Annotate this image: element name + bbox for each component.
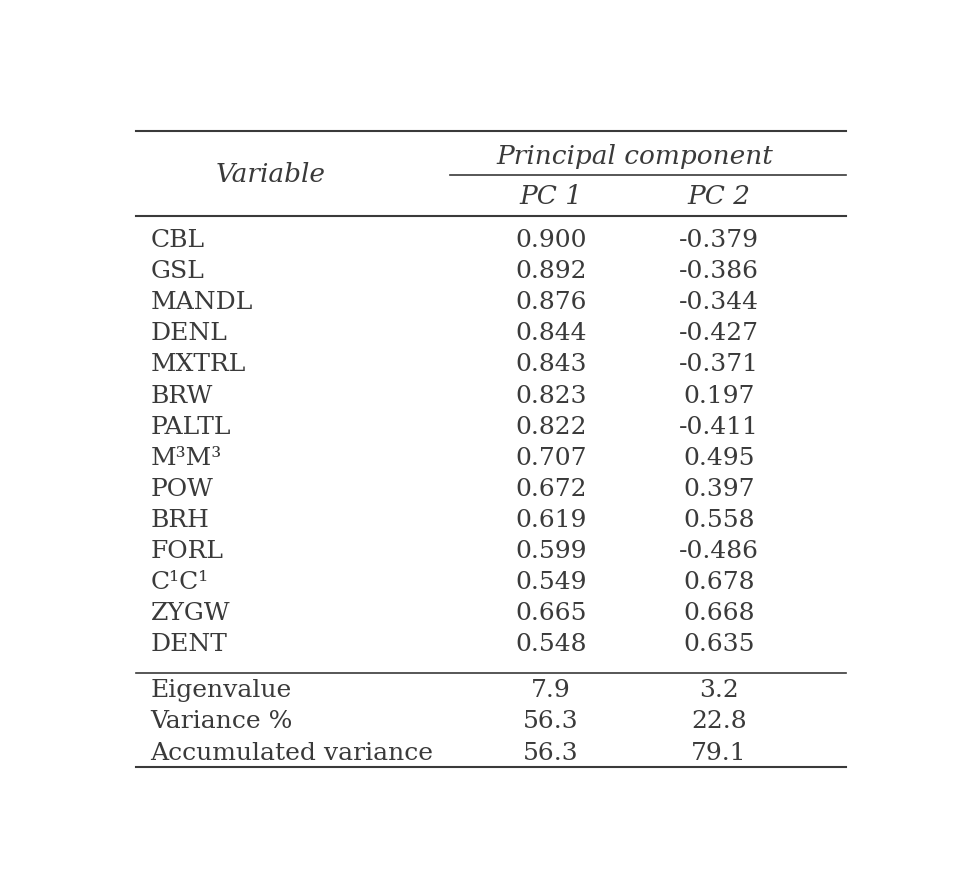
Text: 0.843: 0.843 xyxy=(515,353,587,376)
Text: 0.900: 0.900 xyxy=(515,229,587,252)
Text: GSL: GSL xyxy=(151,260,205,283)
Text: CBL: CBL xyxy=(151,229,205,252)
Text: ZYGW: ZYGW xyxy=(151,602,231,624)
Text: -0.411: -0.411 xyxy=(679,415,758,438)
Text: 22.8: 22.8 xyxy=(691,709,747,732)
Text: 0.635: 0.635 xyxy=(683,632,755,656)
Text: 0.678: 0.678 xyxy=(683,571,755,594)
Text: 0.619: 0.619 xyxy=(515,509,587,531)
Text: 0.397: 0.397 xyxy=(683,477,755,500)
Text: 0.599: 0.599 xyxy=(515,539,587,562)
Text: Variable: Variable xyxy=(215,162,325,187)
Text: -0.486: -0.486 xyxy=(679,539,758,562)
Text: 0.495: 0.495 xyxy=(683,446,755,469)
Text: -0.344: -0.344 xyxy=(679,291,758,314)
Text: 0.668: 0.668 xyxy=(683,602,755,624)
Text: DENT: DENT xyxy=(151,632,228,656)
Text: 0.892: 0.892 xyxy=(515,260,587,283)
Text: MANDL: MANDL xyxy=(151,291,253,314)
Text: Eigenvalue: Eigenvalue xyxy=(151,679,291,702)
Text: POW: POW xyxy=(151,477,213,500)
Text: Accumulated variance: Accumulated variance xyxy=(151,741,433,764)
Text: Principal component: Principal component xyxy=(496,144,773,168)
Text: 0.844: 0.844 xyxy=(515,322,587,345)
Text: Variance %: Variance % xyxy=(151,709,293,732)
Text: 0.197: 0.197 xyxy=(683,384,755,407)
Text: FORL: FORL xyxy=(151,539,224,562)
Text: -0.386: -0.386 xyxy=(679,260,758,283)
Text: PALTL: PALTL xyxy=(151,415,231,438)
Text: 0.707: 0.707 xyxy=(515,446,587,469)
Text: 0.558: 0.558 xyxy=(683,509,755,531)
Text: 79.1: 79.1 xyxy=(691,741,747,764)
Text: 0.548: 0.548 xyxy=(515,632,587,656)
Text: 56.3: 56.3 xyxy=(523,741,578,764)
Text: -0.427: -0.427 xyxy=(679,322,758,345)
Text: -0.371: -0.371 xyxy=(679,353,758,376)
Text: 0.822: 0.822 xyxy=(515,415,587,438)
Text: MXTRL: MXTRL xyxy=(151,353,246,376)
Text: 0.665: 0.665 xyxy=(515,602,587,624)
Text: 0.876: 0.876 xyxy=(515,291,587,314)
Text: -0.379: -0.379 xyxy=(679,229,758,252)
Text: 56.3: 56.3 xyxy=(523,709,578,732)
Text: 7.9: 7.9 xyxy=(531,679,570,702)
Text: 0.823: 0.823 xyxy=(515,384,587,407)
Text: 3.2: 3.2 xyxy=(699,679,739,702)
Text: 0.549: 0.549 xyxy=(515,571,587,594)
Text: DENL: DENL xyxy=(151,322,228,345)
Text: PC 1: PC 1 xyxy=(519,184,582,209)
Text: BRH: BRH xyxy=(151,509,209,531)
Text: PC 2: PC 2 xyxy=(687,184,751,209)
Text: C¹C¹: C¹C¹ xyxy=(151,571,208,594)
Text: BRW: BRW xyxy=(151,384,213,407)
Text: M³M³: M³M³ xyxy=(151,446,222,469)
Text: 0.672: 0.672 xyxy=(515,477,587,500)
